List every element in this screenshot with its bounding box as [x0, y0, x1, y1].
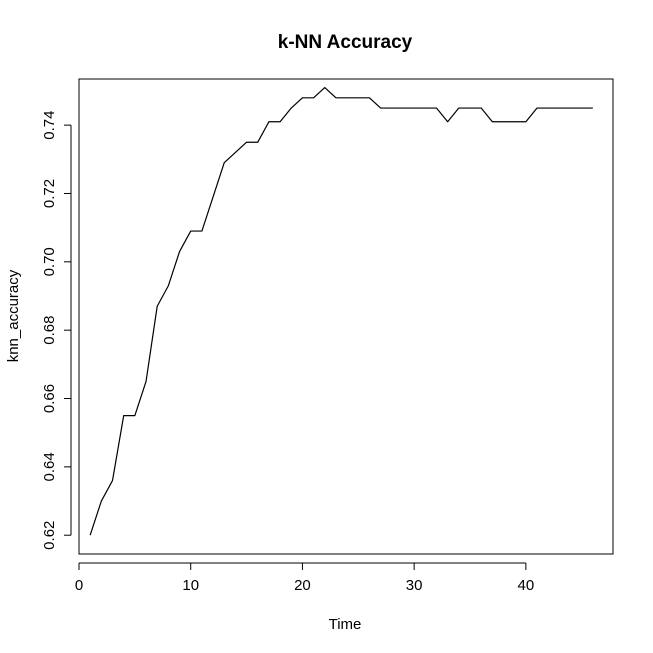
x-axis: 0 10 20 30 40: [75, 562, 535, 594]
y-tick-label: 0.70: [41, 247, 58, 276]
y-tick-label: 0.74: [41, 111, 58, 140]
y-axis: 0.62 0.64 0.66 0.68 0.70 0.72 0.74: [41, 111, 72, 550]
y-tick-label: 0.68: [41, 316, 58, 345]
x-tick-label: 30: [406, 577, 423, 594]
series-layer: [89, 86, 593, 536]
accuracy-series-line: [89, 86, 593, 536]
x-axis-label: Time: [329, 616, 362, 633]
y-tick-label: 0.64: [41, 452, 58, 481]
x-tick-label: 0: [75, 577, 83, 594]
y-tick-label: 0.66: [41, 384, 58, 413]
y-axis-label: knn_accuracy: [5, 269, 22, 362]
x-tick-label: 40: [518, 577, 535, 594]
y-tick-label: 0.72: [41, 179, 58, 208]
plot-area: [78, 78, 614, 555]
chart-title: k-NN Accuracy: [278, 32, 413, 53]
x-tick-label: 20: [294, 577, 311, 594]
x-tick-label: 10: [182, 577, 199, 594]
y-tick-label: 0.62: [41, 521, 58, 550]
